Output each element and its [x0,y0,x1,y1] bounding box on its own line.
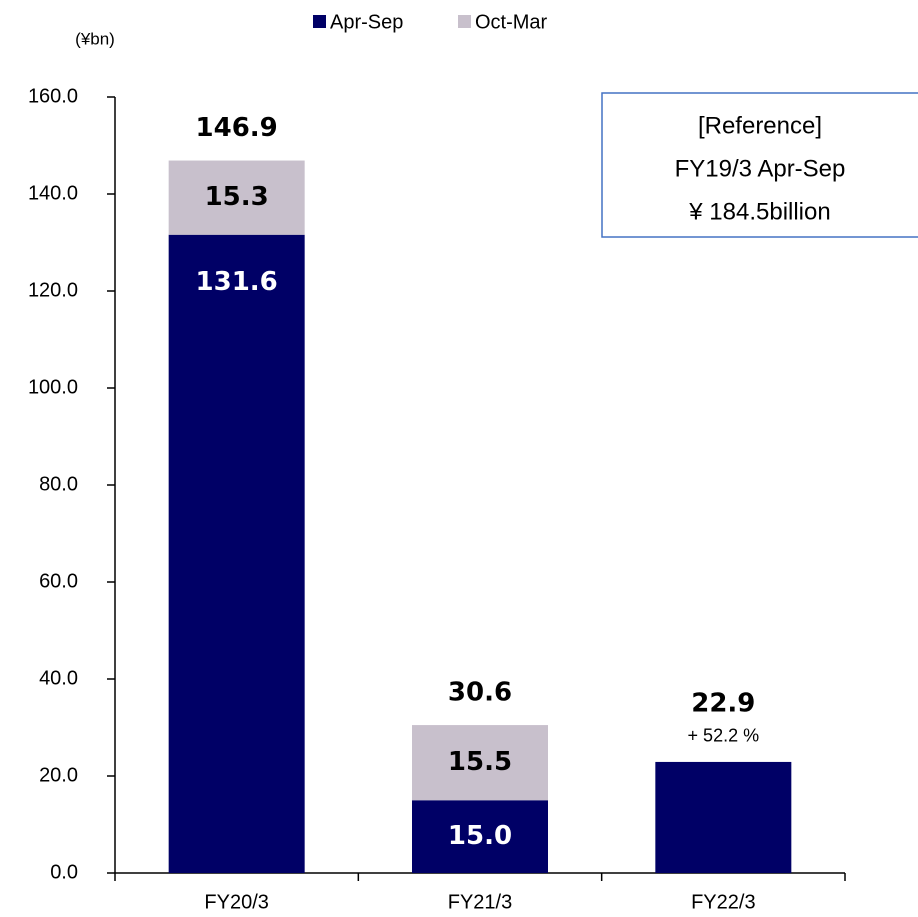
x-tick-label: FY22/3 [691,891,755,913]
y-tick-label: 40.0 [39,667,78,689]
bar-segment [412,725,548,801]
bar-segment [168,160,305,235]
x-tick-label: FY21/3 [448,891,512,913]
y-tick-label: 80.0 [39,473,78,495]
bar-segment [655,761,792,873]
y-tick-label: 120.0 [28,279,78,301]
total-label: 22.9 [691,688,755,718]
legend-swatch [458,15,471,28]
bar-segment [168,234,305,874]
y-tick-label: 140.0 [28,182,78,204]
y-tick-label: 60.0 [39,570,78,592]
y-tick-label: 160.0 [28,85,78,107]
value-label: 15.3 [205,182,269,212]
value-label: 131.6 [196,267,278,297]
reference-text: [Reference] [698,112,822,139]
unit-label: (¥bn) [75,29,115,48]
bar-segment [412,800,548,873]
legend-swatch [313,15,326,28]
legend-label: Apr-Sep [330,11,403,33]
growth-label: + 52.2 % [688,726,760,746]
value-label: 15.5 [448,747,512,777]
x-tick-label: FY20/3 [204,891,268,913]
reference-text: FY19/3 Apr-Sep [675,155,846,182]
reference-text: ¥ 184.5billion [688,198,830,225]
legend-label: Oct-Mar [475,11,548,33]
y-tick-label: 20.0 [39,764,78,786]
total-label: 30.6 [448,678,512,708]
total-label: 146.9 [196,113,278,143]
value-label: 15.0 [448,821,512,851]
reference-box [601,92,918,238]
y-tick-label: 0.0 [50,861,78,883]
y-tick-label: 100.0 [28,376,78,398]
